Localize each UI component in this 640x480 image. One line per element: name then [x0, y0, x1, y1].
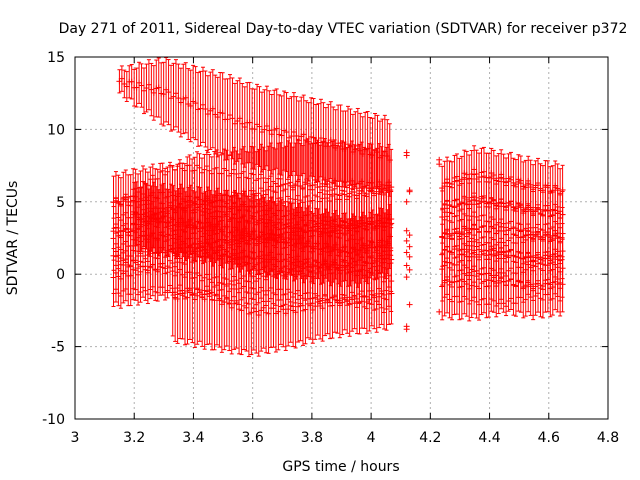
series-sat1	[116, 57, 393, 197]
data-layer	[110, 57, 566, 358]
series-sat8	[131, 181, 393, 288]
